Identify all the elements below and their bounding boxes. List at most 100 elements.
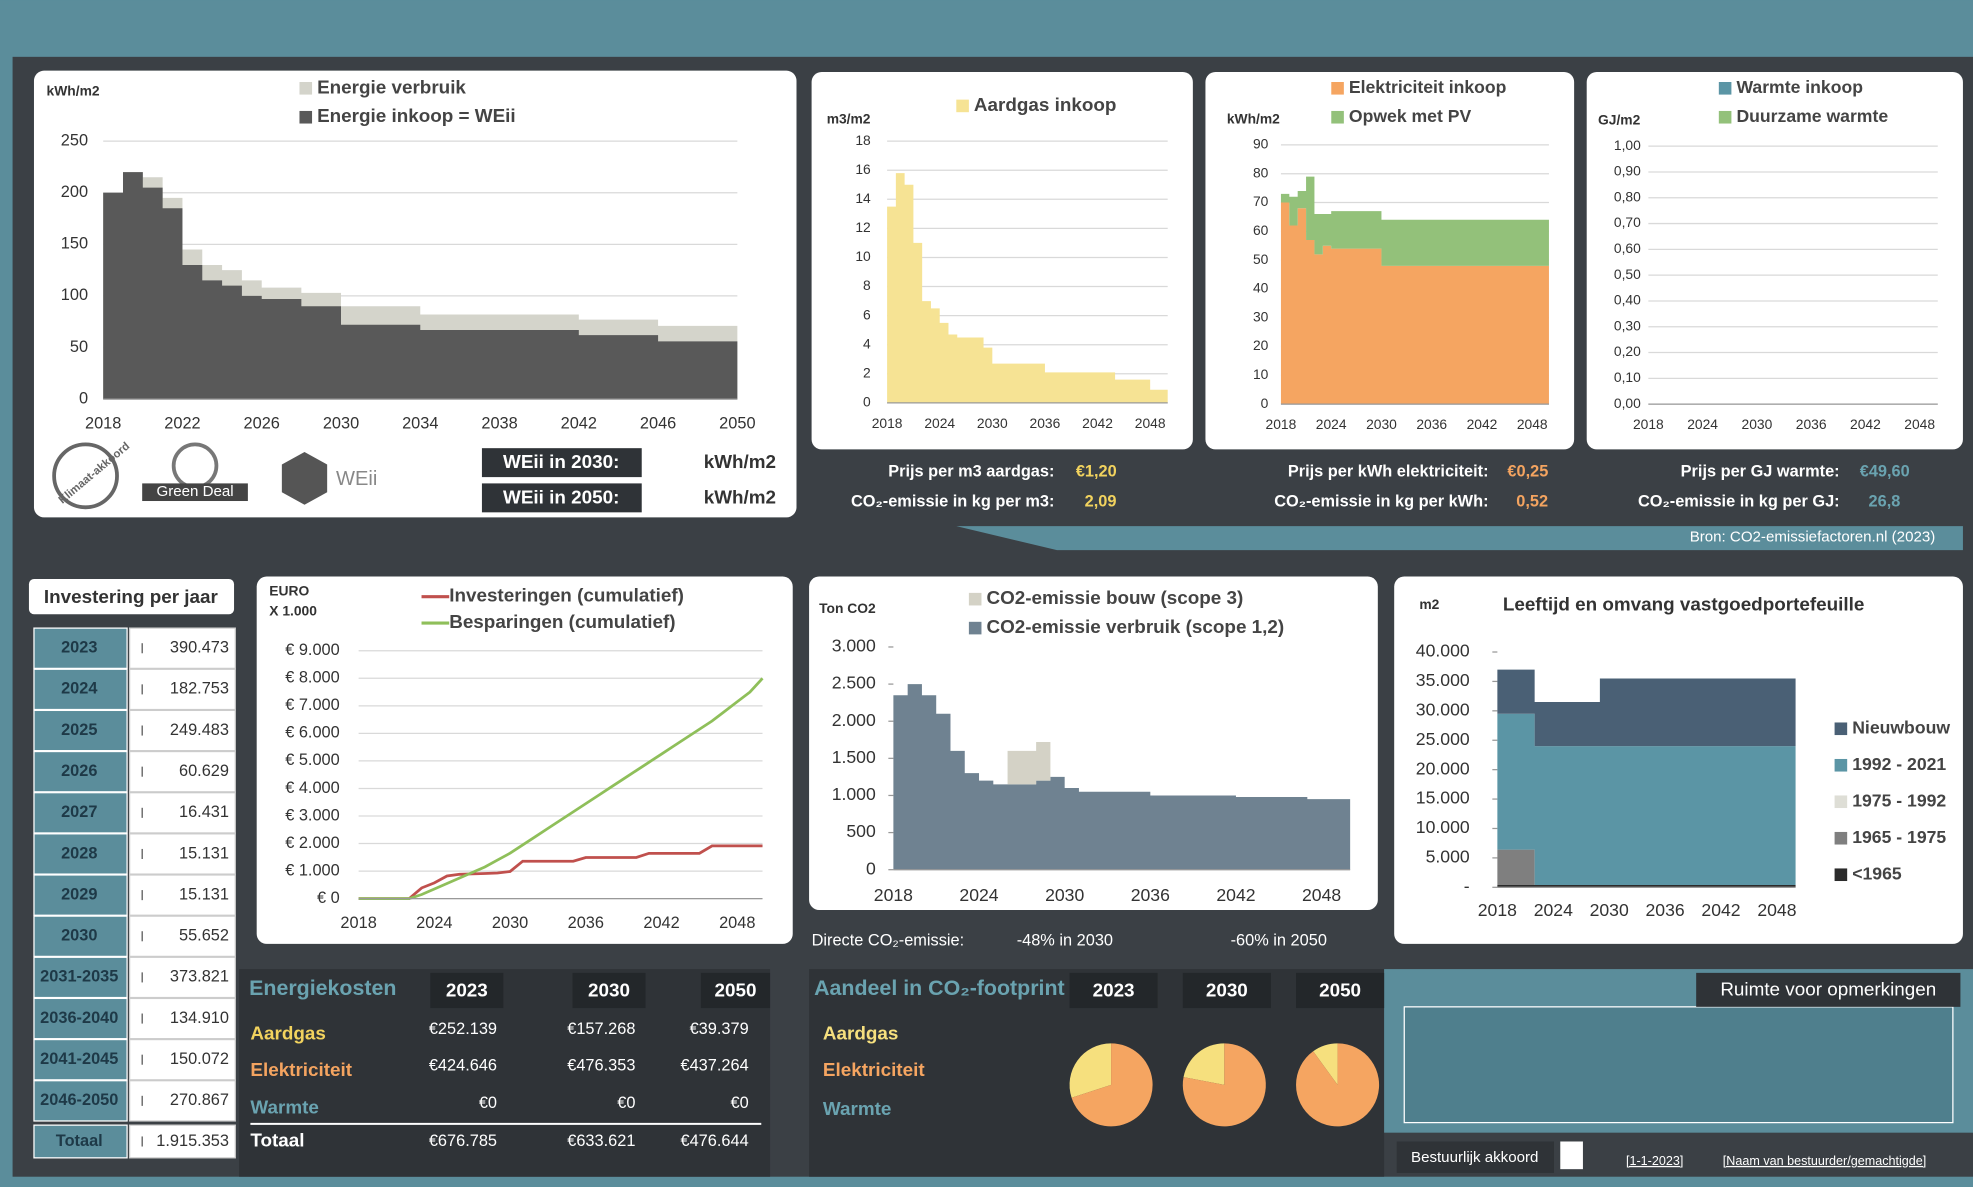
y-tick-label: 150 xyxy=(61,235,88,253)
x-tick-label: 2024 xyxy=(1687,416,1718,432)
year-label: 2030 xyxy=(1206,980,1248,1001)
price-value: €1,20 xyxy=(1076,462,1117,480)
table-cell-text: 2027 xyxy=(61,803,97,821)
y-tick-label: 20.000 xyxy=(1416,758,1470,778)
source-band xyxy=(956,526,1963,551)
y-tick-label: 0,00 xyxy=(1614,395,1641,411)
y-tick-label: 90 xyxy=(1253,136,1269,152)
y-tick-label: 1,00 xyxy=(1614,137,1641,153)
table-title: Investering per jaar xyxy=(44,586,219,607)
y-tick-label: 5.000 xyxy=(1426,847,1470,867)
approval-label: Bestuurlijk akkoord xyxy=(1411,1149,1538,1166)
year-tab xyxy=(572,972,646,1009)
legend-label: Warmte inkoop xyxy=(1736,77,1863,97)
x-tick-label: 2042 xyxy=(643,914,679,932)
y-tick-label: 0,20 xyxy=(1614,343,1641,359)
remarks-box[interactable] xyxy=(1403,1006,1954,1124)
legend-label: 1992 - 2021 xyxy=(1852,754,1946,774)
logo-icon xyxy=(281,451,328,505)
y-tick-label: 3.000 xyxy=(832,636,876,656)
y-tick-label: 40.000 xyxy=(1416,641,1470,661)
pie-slice xyxy=(1183,1043,1225,1085)
table-cell-text: 2031-2035 xyxy=(40,968,118,986)
y-tick-label: 0,80 xyxy=(1614,188,1641,204)
x-tick-label: 2024 xyxy=(416,914,452,932)
y-tick-label: € 5.000 xyxy=(285,751,340,769)
approval-button[interactable] xyxy=(1396,1141,1554,1173)
price-label: Prijs per kWh elektriciteit: xyxy=(1288,462,1489,480)
year-tab xyxy=(1069,972,1158,1009)
legend-label: Energie inkoop = WEii xyxy=(317,105,516,126)
y-axis-label: EURO xyxy=(269,582,309,598)
table-cell-text: €39.379 xyxy=(690,1020,749,1038)
area xyxy=(1280,202,1549,405)
table-cell-text: 270.867 xyxy=(170,1091,229,1109)
y-tick-label: € 1.000 xyxy=(285,861,340,879)
y-axis-label: X 1.000 xyxy=(269,602,317,618)
y-tick-label: 1.500 xyxy=(832,747,876,767)
y-tick-label: € 2.000 xyxy=(285,834,340,852)
table-cell xyxy=(128,1080,236,1122)
table-cell-text: 2025 xyxy=(61,721,97,739)
x-tick-label: 2030 xyxy=(1045,885,1084,905)
y-tick-label: 30.000 xyxy=(1416,699,1470,719)
category-label: Aardgas xyxy=(823,1023,898,1044)
x-tick-label: 2018 xyxy=(872,415,903,431)
y-tick-label: 20 xyxy=(1253,337,1269,353)
year-label: 2023 xyxy=(1093,980,1135,1001)
price-label: Prijs per m3 aardgas: xyxy=(888,462,1054,480)
category-label: Elektriciteit xyxy=(823,1059,925,1080)
row-label: Totaal xyxy=(250,1129,304,1150)
legend-marker xyxy=(1331,82,1344,95)
table-header xyxy=(28,579,235,615)
x-tick-label: 2042 xyxy=(1082,415,1113,431)
legend-label: Besparingen (cumulatief) xyxy=(449,611,675,632)
x-tick-label: 2024 xyxy=(1316,416,1347,432)
table-cell-text: €633.621 xyxy=(567,1132,635,1150)
area xyxy=(1280,176,1549,266)
table-cell xyxy=(33,668,128,711)
pie-slice xyxy=(1071,1043,1153,1127)
table-cell-text: €476.644 xyxy=(681,1132,749,1150)
y-tick-label: 80 xyxy=(1253,164,1269,180)
y-tick-label: 0 xyxy=(866,858,876,878)
legend-marker xyxy=(1718,110,1732,124)
chart-title: Leeftijd en omvang vastgoedportefeuille xyxy=(1503,593,1865,614)
table-cell-text: 60.629 xyxy=(179,762,229,780)
table-cell-text: €424.646 xyxy=(429,1056,497,1074)
y-tick-label: 0 xyxy=(863,394,871,410)
table-cell-text: 2029 xyxy=(61,885,97,903)
x-tick-label: 2042 xyxy=(1850,416,1881,432)
table-cell-text: €252.139 xyxy=(429,1020,497,1038)
y-tick-label: € 6.000 xyxy=(285,724,340,742)
area xyxy=(1497,669,1796,747)
table-cell-text: €0 xyxy=(617,1094,635,1112)
year-tab xyxy=(700,972,771,1009)
legend-label: Nieuwbouw xyxy=(1852,717,1950,737)
table-cell xyxy=(33,915,128,958)
table-cell xyxy=(33,1038,128,1081)
y-tick-label: 12 xyxy=(855,219,870,235)
table-cell-text: 249.483 xyxy=(170,721,229,739)
legend-label: Duurzame warmte xyxy=(1736,106,1888,126)
table-cell-text: €0 xyxy=(479,1094,497,1112)
table-cell-text: 182.753 xyxy=(170,680,229,698)
x-tick-label: 2018 xyxy=(340,914,376,932)
legend-marker xyxy=(1834,758,1848,772)
weii-unit: kWh/m2 xyxy=(704,486,776,507)
approval-checkbox[interactable] xyxy=(1560,1141,1583,1170)
legend-label: CO2-emissie verbruik (scope 1,2) xyxy=(987,616,1285,637)
logo-text: Green Deal xyxy=(156,483,233,500)
emission-value: -60% in 2050 xyxy=(1231,932,1327,950)
y-tick-label: 0,90 xyxy=(1614,163,1641,179)
table-cell xyxy=(128,833,236,875)
table-cell xyxy=(33,750,128,793)
area xyxy=(893,684,1351,870)
legend-marker xyxy=(1331,110,1344,124)
line xyxy=(358,844,763,901)
table-cell xyxy=(33,627,128,669)
x-tick-label: 2042 xyxy=(1701,900,1740,920)
legend-label: <1965 xyxy=(1852,863,1902,883)
pie-slice xyxy=(1296,1043,1380,1127)
